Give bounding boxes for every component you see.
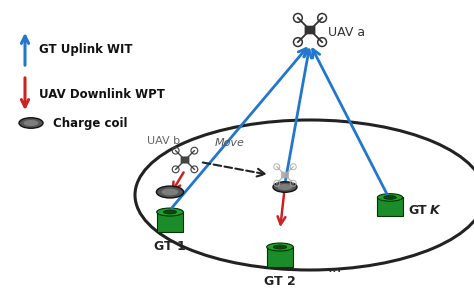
Ellipse shape [377, 194, 402, 201]
Text: UAV a: UAV a [328, 25, 365, 38]
Ellipse shape [273, 182, 297, 192]
Ellipse shape [383, 196, 396, 199]
Text: Charge coil: Charge coil [53, 117, 128, 130]
Bar [377, 198, 402, 216]
Bar [267, 247, 293, 267]
Ellipse shape [156, 186, 183, 198]
Text: UAV b: UAV b [147, 136, 180, 146]
Text: ...: ... [328, 259, 342, 275]
Bar [157, 212, 183, 232]
Text: K: K [430, 204, 439, 217]
Ellipse shape [19, 118, 43, 128]
Ellipse shape [267, 243, 293, 251]
FancyBboxPatch shape [281, 172, 289, 178]
Ellipse shape [164, 210, 177, 214]
FancyBboxPatch shape [181, 156, 190, 164]
FancyBboxPatch shape [305, 26, 315, 34]
Text: UAV Downlink WPT: UAV Downlink WPT [39, 88, 165, 101]
Ellipse shape [273, 245, 287, 249]
Text: GT 2: GT 2 [264, 275, 296, 288]
Ellipse shape [162, 189, 179, 195]
Text: Move: Move [215, 138, 245, 148]
Ellipse shape [277, 184, 292, 190]
Ellipse shape [24, 120, 38, 126]
Text: GT Uplink WIT: GT Uplink WIT [39, 43, 133, 56]
Ellipse shape [157, 208, 183, 216]
Text: GT 1: GT 1 [154, 240, 186, 253]
Text: GT: GT [408, 204, 427, 217]
